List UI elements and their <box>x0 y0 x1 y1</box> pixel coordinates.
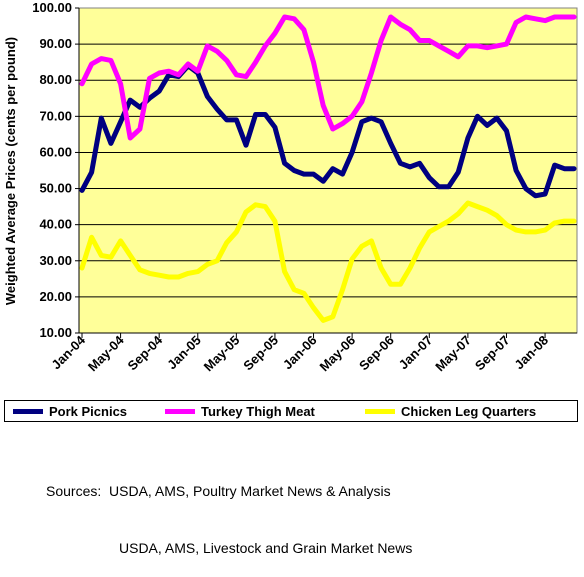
legend-label-turkey: Turkey Thigh Meat <box>201 403 315 419</box>
plot-area <box>78 7 578 334</box>
x-tick-label: Jan-08 <box>511 333 551 373</box>
legend-item-pork-picnics: Pork Picnics <box>5 404 157 419</box>
legend-item-chicken-leg: Chicken Leg Quarters <box>357 404 536 419</box>
legend-label-pork: Pork Picnics <box>49 403 128 419</box>
y-tick-label: 50.00 <box>39 181 72 196</box>
y-tick-label: 100.00 <box>32 0 72 15</box>
x-tick-label: Sep-06 <box>356 333 397 374</box>
sources-note: Sources: USDA, AMS, Poultry Market News … <box>46 444 412 577</box>
y-tick-label: 60.00 <box>39 144 72 159</box>
y-axis-title: Weighted Average Prices (cents per pound… <box>3 37 18 305</box>
x-tick-label: May-07 <box>432 333 474 375</box>
y-tick-label: 20.00 <box>39 289 72 304</box>
x-tick-label: Jan-05 <box>164 333 204 373</box>
legend: Pork Picnics Turkey Thigh Meat Chicken L… <box>4 400 578 422</box>
x-tick-label: May-04 <box>85 332 127 374</box>
y-tick-label: 70.00 <box>39 108 72 123</box>
legend-item-turkey-thigh: Turkey Thigh Meat <box>157 404 357 419</box>
x-tick-label: Jan-06 <box>280 333 320 373</box>
legend-label-chicken: Chicken Leg Quarters <box>401 403 537 419</box>
series-line-turkey-thigh-meat <box>79 14 577 141</box>
y-tick-label: 40.00 <box>39 217 72 232</box>
chart: 10.00 20.00 30.00 40.00 50.00 60.00 70.00 80.00… <box>3 0 578 375</box>
series-line-pork-picnics <box>79 63 577 199</box>
x-tick-label: Jan-07 <box>396 333 436 373</box>
legend-swatch-pork <box>13 408 43 414</box>
legend-swatch-turkey <box>165 408 195 414</box>
legend-swatch-chicken <box>365 408 395 414</box>
y-tick-label: 90.00 <box>39 36 72 51</box>
x-tick-label: May-06 <box>316 333 358 375</box>
x-tick-label: Sep-04 <box>125 332 166 373</box>
y-tick-label: 80.00 <box>39 72 72 87</box>
y-tick-label: 10.00 <box>39 325 72 340</box>
sources-line-1: Sources: USDA, AMS, Poultry Market News … <box>46 483 391 499</box>
y-tick-label: 30.00 <box>39 253 72 268</box>
x-tick-label: Sep-05 <box>240 333 281 374</box>
x-tick-label: Sep-07 <box>472 333 513 374</box>
sources-line-2: USDA, AMS, Livestock and Grain Market Ne… <box>119 540 413 556</box>
x-tick-label: May-05 <box>201 333 243 375</box>
series-line-chicken-leg-quarters <box>79 200 577 323</box>
